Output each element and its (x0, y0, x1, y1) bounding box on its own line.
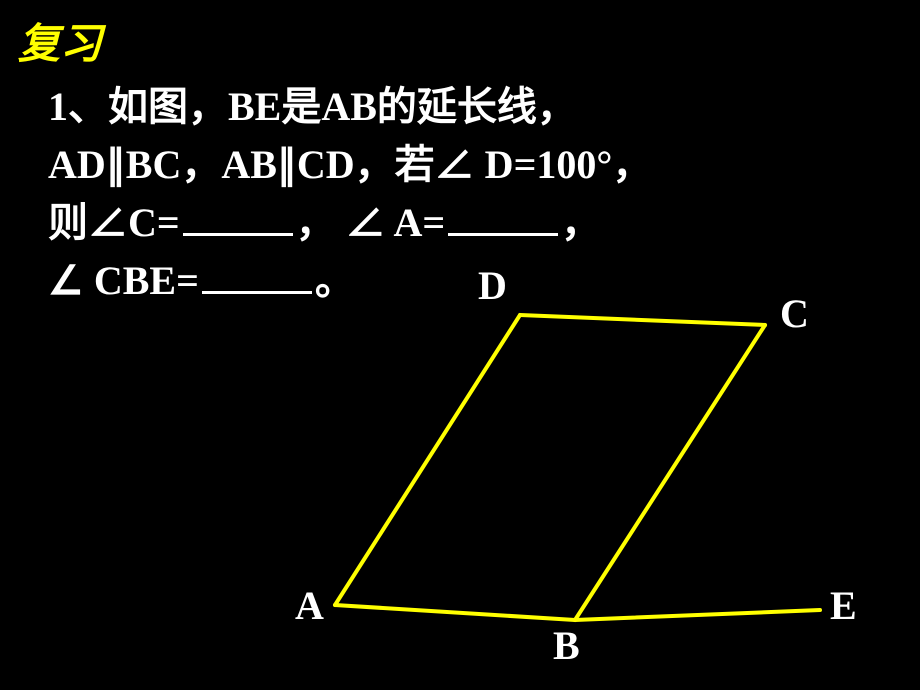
section-title: 复习 (18, 10, 102, 71)
problem-line-3c: ， (561, 200, 601, 245)
problem-line-1: 1、如图，BE是AB的延长线， (48, 84, 577, 129)
problem-line-4a: ∠ CBE= (48, 258, 199, 303)
vertex-label-a: A (295, 582, 324, 629)
problem-line-3b: ， ∠ A= (296, 200, 445, 245)
vertex-label-d: D (478, 262, 507, 309)
vertex-label-b: B (553, 622, 580, 669)
problem-line-3a: 则∠C= (48, 200, 180, 245)
problem-line-2: AD∥BC，AB∥CD，若∠ D=100°， (48, 142, 652, 187)
vertex-label-e: E (830, 582, 857, 629)
blank-angle-c (183, 196, 293, 236)
vertex-label-c: C (780, 290, 809, 337)
blank-angle-a (448, 196, 558, 236)
geometry-diagram: A B C D E (290, 260, 890, 680)
